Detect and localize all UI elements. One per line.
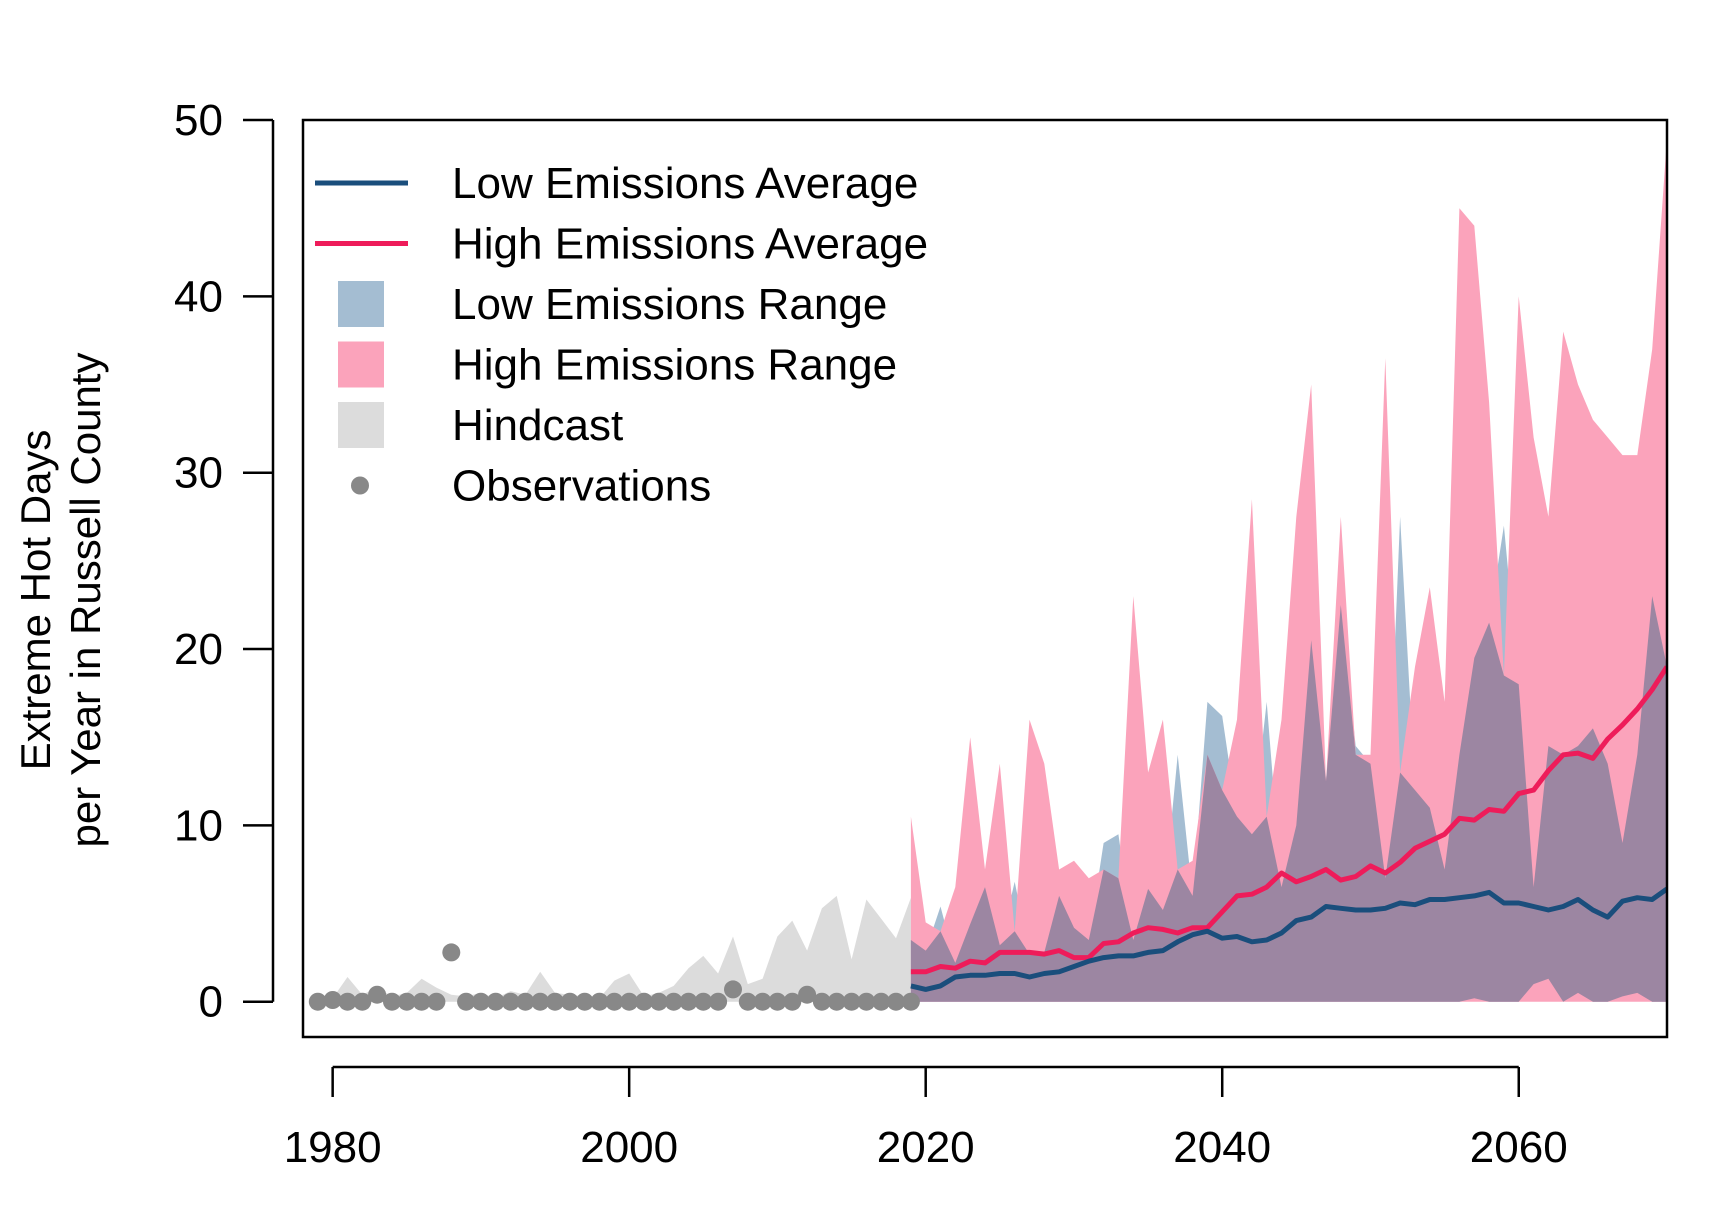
x-tick-label: 2000 [580,1123,678,1172]
legend: Low Emissions Average High Emissions Aver… [315,159,928,511]
observation-point [724,980,742,999]
axes-layer: 0 10 20 30 40 50 1980 2000 2020 2040 2060 [174,96,1669,1172]
observation-point [353,992,372,1011]
observation-point [323,991,342,1009]
observation-point [471,992,490,1011]
observation-layer [308,943,920,1011]
observation-point [783,992,802,1011]
observation-point [501,992,520,1011]
observation-point [842,992,861,1011]
observation-point [308,992,327,1011]
observation-point [887,992,905,1011]
legend-swatch-box [338,402,384,448]
y-tick-label: 50 [174,96,223,145]
observation-point [427,992,446,1011]
legend-item: Low Emissions Average [315,159,918,208]
y-tick-label: 0 [199,978,223,1027]
line-layer [910,665,1667,992]
x-tick-label: 2040 [1173,1123,1271,1172]
legend-item: Observations [351,462,711,511]
legend-item: High Emissions Average [315,220,928,269]
legend-item: Low Emissions Range [338,280,887,329]
legend-item: High Emissions Range [338,341,897,390]
observation-point [457,992,476,1011]
observation-point [368,985,387,1004]
observation-point [531,992,550,1011]
observation-point [827,992,846,1011]
high-emissions-average-line [910,665,1667,975]
observation-point [412,992,431,1011]
legend-label: Hindcast [452,401,623,450]
legend-label: Observations [452,462,711,511]
legend-swatch-point [351,476,369,495]
observation-point [516,992,535,1011]
observation-point [798,985,817,1004]
observation-point [560,992,579,1011]
y-tick-label: 20 [174,625,223,674]
y-tick-label: 40 [174,272,223,321]
observation-point [679,992,698,1011]
observation-point [768,992,787,1011]
observation-point [664,992,683,1011]
observation-point [590,992,609,1011]
observation-point [753,992,772,1011]
observation-point [486,992,505,1011]
legend-label: Low Emissions Range [452,280,887,329]
observation-point [575,992,594,1011]
observation-point [872,992,891,1011]
observation-point [620,992,639,1011]
range-overlap-band [910,596,1667,1002]
low-emissions-average-line [910,886,1667,992]
observation-point [857,992,876,1011]
x-tick-label: 2060 [1470,1123,1568,1172]
observation-point [649,992,668,1011]
y-axis-title-line-1: Extreme Hot Days [12,430,59,771]
hindcast-band [317,895,911,1002]
x-tick-label: 1980 [284,1123,382,1172]
x-tick-label: 2020 [877,1123,975,1172]
observation-point [812,992,831,1011]
observation-point [383,992,401,1011]
y-tick-label: 10 [174,801,223,850]
legend-swatch-box [338,281,384,327]
observation-point [709,992,728,1011]
observation-point [397,992,416,1011]
legend-label: Low Emissions Average [452,159,918,208]
observation-point [546,992,564,1011]
observation-point [605,992,624,1011]
plot-frame [301,118,1669,1039]
observation-point [442,943,461,962]
observation-point [901,992,920,1011]
observation-point [738,992,757,1011]
legend-label: High Emissions Average [452,220,928,269]
observation-point [694,992,713,1011]
legend-item: Hindcast [338,401,623,450]
legend-swatch-box [338,341,384,388]
legend-label: High Emissions Range [452,341,897,390]
observation-point [635,992,653,1011]
observation-point [338,992,357,1011]
y-axis-title-line-2: per Year in Russell County [62,353,109,848]
y-tick-label: 30 [174,449,223,498]
